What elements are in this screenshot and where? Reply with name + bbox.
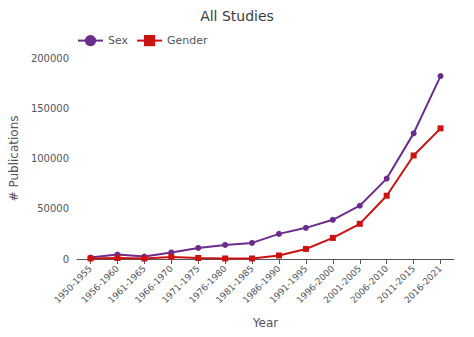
svg-text:1950-1955: 1950-1955 [52,263,95,306]
svg-text:0: 0 [63,254,69,265]
svg-text:# Publications: # Publications [7,116,21,202]
svg-text:Year: Year [252,316,278,330]
svg-text:1996-2000: 1996-2000 [294,263,337,306]
svg-text:1956-1960: 1956-1960 [79,263,121,306]
svg-text:2016-2021: 2016-2021 [402,263,444,305]
svg-text:2011-2015: 2011-2015 [375,263,418,306]
svg-text:150000: 150000 [31,103,69,114]
svg-text:100000: 100000 [31,153,69,164]
svg-text:200000: 200000 [31,53,69,64]
svg-text:Gender: Gender [167,34,208,47]
svg-text:1981-1985: 1981-1985 [213,263,256,306]
svg-text:50000: 50000 [37,203,69,214]
svg-text:1986-1990: 1986-1990 [240,263,283,306]
svg-text:2006-2010: 2006-2010 [348,263,391,306]
svg-text:Sex: Sex [108,34,129,47]
svg-text:2001-2005: 2001-2005 [321,263,364,306]
svg-text:1971-1975: 1971-1975 [160,263,202,306]
svg-text:1991-1995: 1991-1995 [267,263,310,306]
svg-text:All Studies: All Studies [200,8,274,24]
svg-text:1976-1980: 1976-1980 [187,263,229,306]
svg-text:1966-1970: 1966-1970 [133,263,175,306]
svg-text:1961-1965: 1961-1965 [106,263,148,306]
